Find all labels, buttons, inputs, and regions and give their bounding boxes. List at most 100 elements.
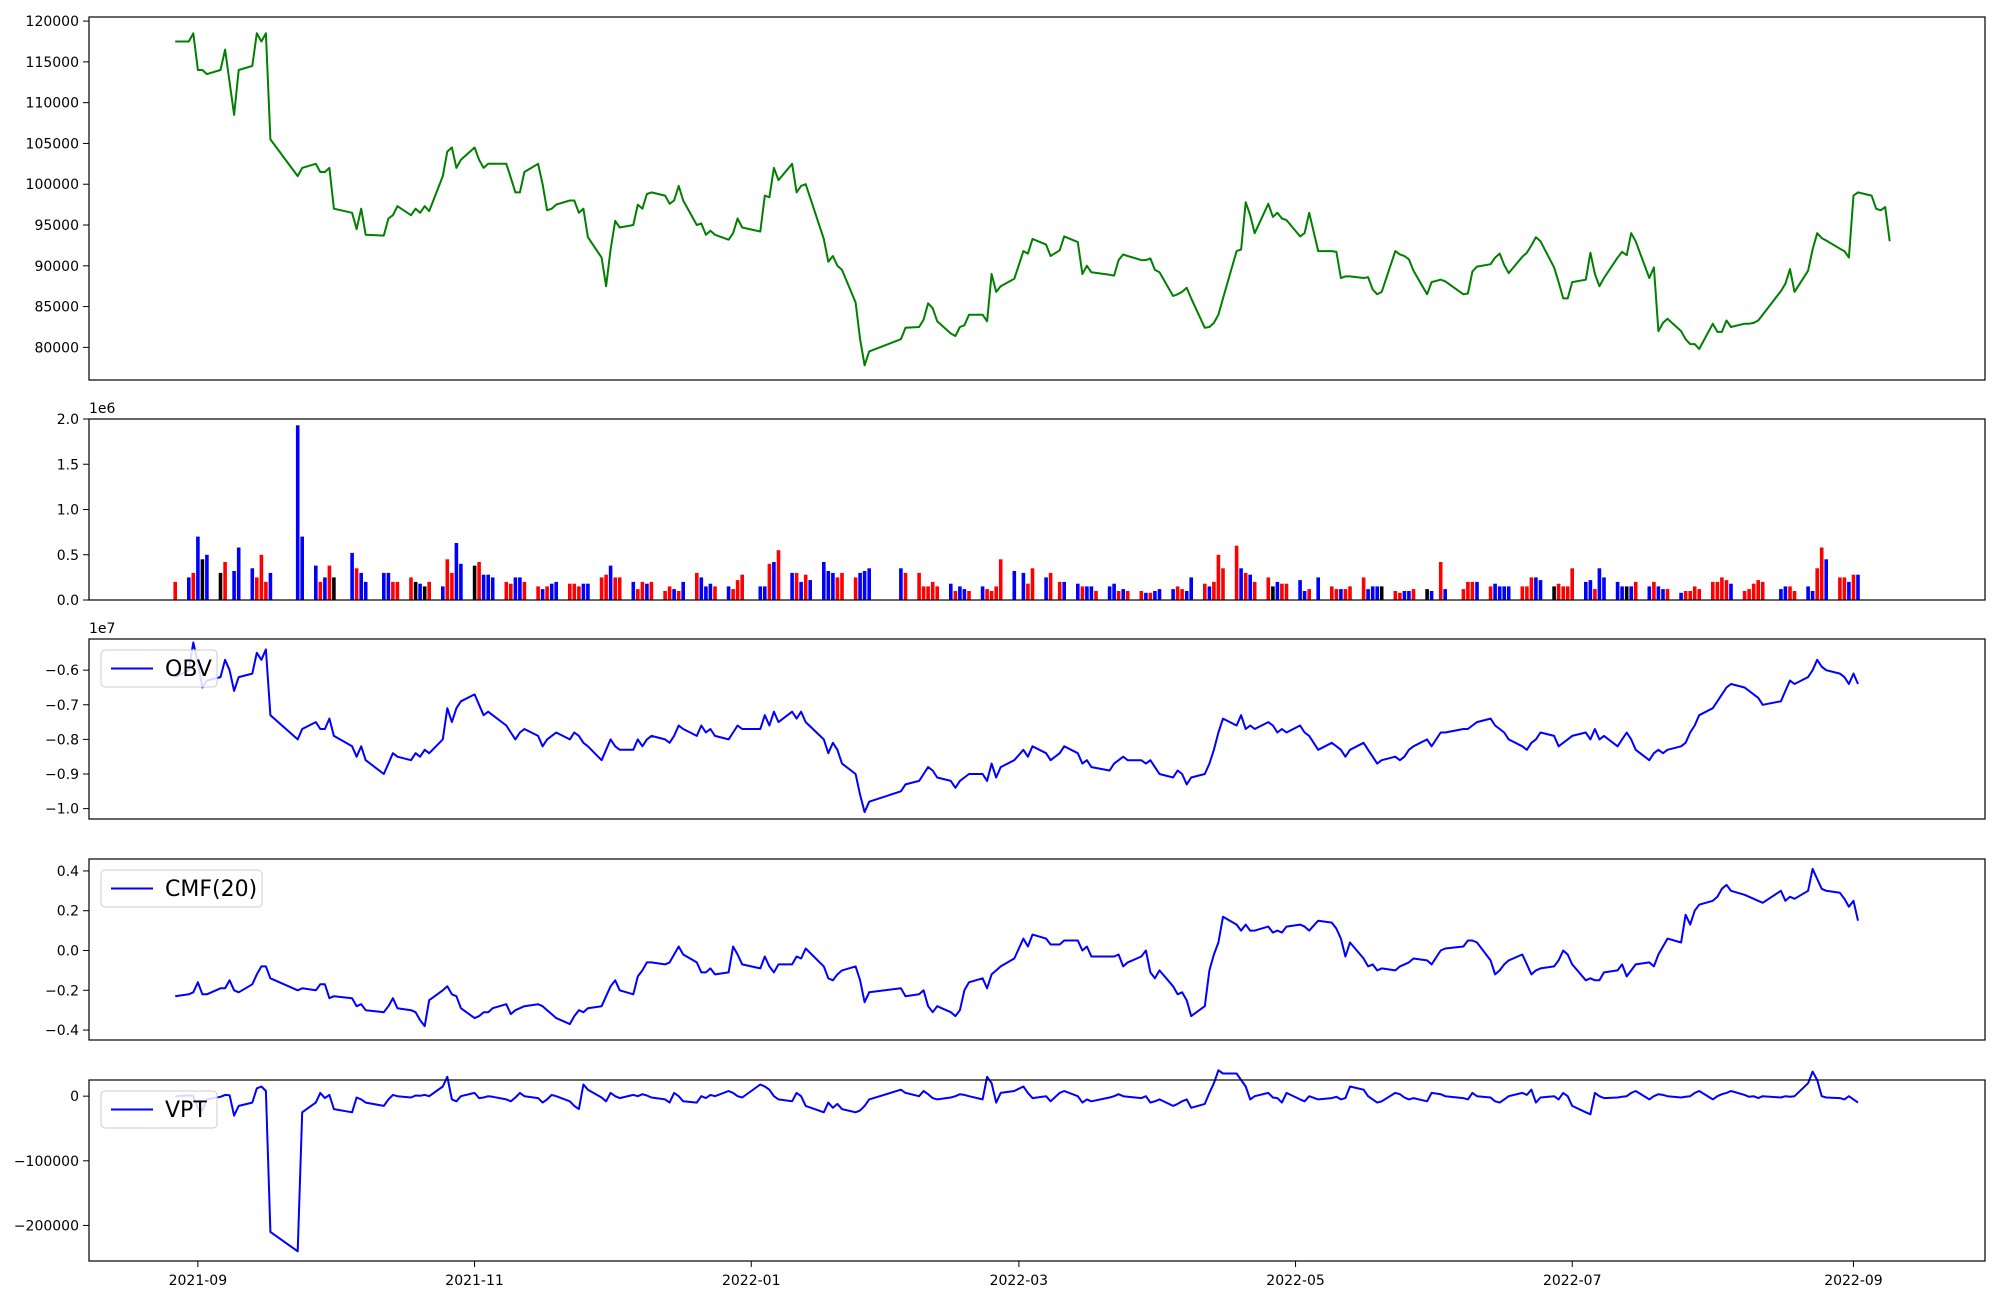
volume-bar <box>772 562 776 600</box>
x-tick-label: 2022-07 <box>1543 1273 1602 1289</box>
volume-bar <box>354 568 359 600</box>
volume-bar <box>663 591 667 600</box>
volume-bar <box>1021 572 1026 600</box>
volume-bar <box>1216 554 1221 601</box>
legend-box <box>100 649 218 688</box>
volume-bar <box>486 574 490 600</box>
y-tick-label: −0.6 <box>45 663 79 679</box>
volume-bar <box>1711 581 1715 600</box>
volume-bar <box>518 577 522 600</box>
volume-bar <box>767 563 772 600</box>
volume-bar <box>1779 589 1783 600</box>
volume-bar <box>1275 581 1280 600</box>
volume-bar <box>1085 586 1089 600</box>
series-line <box>175 1069 1859 1253</box>
volume-bar <box>1692 586 1697 600</box>
volume-bar <box>391 581 395 600</box>
volume-bar <box>998 559 1003 600</box>
volume-bar <box>250 568 255 600</box>
volume-bar <box>259 554 264 601</box>
volume-bar <box>776 550 781 600</box>
y-tick-label: 0.5 <box>57 548 79 564</box>
volume-bar <box>540 589 545 600</box>
volume-bar <box>504 581 509 600</box>
volume-bar <box>1534 577 1538 600</box>
legend-label: VPT <box>165 1098 207 1123</box>
axes-frame <box>88 16 1986 381</box>
volume-bar <box>1742 591 1747 600</box>
volume-bar <box>1647 586 1652 600</box>
volume-bar <box>1048 572 1053 600</box>
volume-bar <box>958 586 962 600</box>
y-tick-label: 0.0 <box>57 943 79 959</box>
volume-bar <box>1570 568 1574 600</box>
volume-bar <box>980 586 985 600</box>
volume-bar <box>1062 581 1066 600</box>
x-tick-label: 2021-09 <box>169 1273 228 1289</box>
volume-bar <box>1411 589 1416 600</box>
volume-bar <box>1044 577 1048 600</box>
volume-bar <box>613 577 617 600</box>
volume-bar <box>731 589 735 600</box>
volume-bar <box>1252 581 1257 600</box>
y-tick-label: −0.2 <box>45 983 79 999</box>
volume-bar <box>645 583 649 600</box>
volume-bar <box>409 577 413 600</box>
volume-bar <box>472 565 477 600</box>
volume-bar <box>935 586 939 600</box>
axes-frame <box>88 858 1986 1041</box>
volume-bar <box>1556 583 1561 600</box>
volume-bar <box>1171 589 1175 600</box>
volume-bar <box>522 581 527 600</box>
y-tick-label: 0.0 <box>57 593 79 609</box>
volume-bar <box>1189 577 1193 600</box>
volume-bar <box>459 563 463 600</box>
volume-bar <box>1153 591 1157 600</box>
y-tick-label: 85000 <box>34 300 79 316</box>
volume-bar <box>577 586 581 600</box>
volume-bar <box>1057 581 1062 600</box>
volume-bar <box>332 577 336 600</box>
y-tick-label: 90000 <box>34 259 79 275</box>
volume-bar <box>1107 586 1112 600</box>
volume-bar <box>695 572 699 600</box>
y-tick-label: −1.0 <box>45 802 79 818</box>
volume-bar <box>1806 586 1810 600</box>
volume-bar <box>264 581 268 600</box>
axes-frame <box>88 638 1986 820</box>
volume-bar <box>1429 591 1434 600</box>
volume-bar <box>899 568 903 600</box>
volume-bar <box>477 562 481 600</box>
price-panel: 80000 85000 90000 95000 100000 105000 110000 11… <box>26 14 1986 381</box>
volume-bar <box>386 572 391 600</box>
volume-bar <box>441 586 445 600</box>
volume-bar <box>327 565 332 600</box>
volume-bar <box>708 583 713 600</box>
y-tick-label: 110000 <box>26 96 79 112</box>
volume-bar <box>636 589 640 600</box>
volume-bar <box>545 586 549 600</box>
x-tick-label: 2022-03 <box>990 1273 1049 1289</box>
volume-bar <box>1565 586 1570 600</box>
volume-bar <box>921 586 926 600</box>
volume-bar <box>862 571 867 600</box>
volume-bar <box>1819 547 1824 600</box>
volume-bar <box>1402 591 1407 600</box>
volume-bar <box>513 577 518 600</box>
volume-bar <box>989 591 994 600</box>
volume-bar <box>803 574 808 600</box>
y-tick-label: 95000 <box>34 218 79 234</box>
volume-bar <box>649 581 654 600</box>
volume-bar <box>581 583 586 600</box>
volume-bar <box>218 572 223 600</box>
legend: VPT <box>100 1090 218 1129</box>
volume-bar <box>586 583 590 600</box>
legend: CMF(20) <box>100 869 263 908</box>
volume-bar <box>314 565 318 600</box>
cmf-panel: −0.4 −0.2 0.0 0.2 0.4 CMF(20) <box>45 858 1986 1041</box>
volume-bar <box>1180 589 1184 600</box>
volume-bar <box>808 580 812 600</box>
volume-bar <box>1379 586 1384 600</box>
volume-panel: 0.0 0.5 1.0 1.5 2.0 1e6 <box>57 401 1986 609</box>
